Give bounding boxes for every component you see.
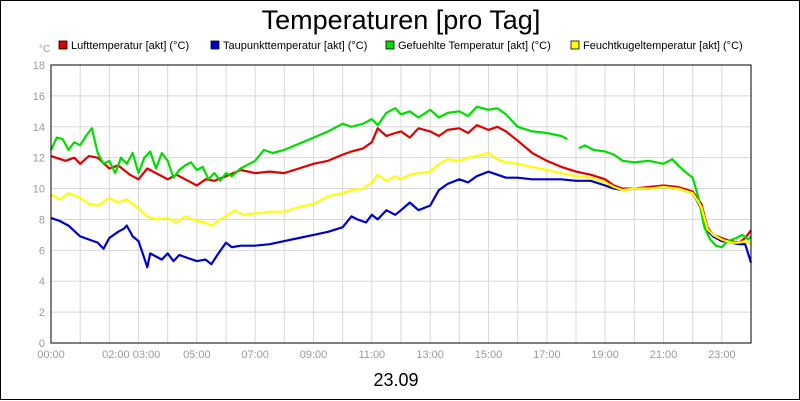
y-tick-label: 2 (39, 307, 45, 319)
x-tick-label: 19:00 (591, 349, 619, 361)
legend-label: Feuchtkugeltemperatur [akt] (°C) (583, 40, 743, 52)
legend-label: Lufttemperatur [akt] (°C) (71, 40, 189, 52)
legend-swatch (210, 40, 220, 50)
series-line (50, 124, 752, 244)
y-tick-label: 8 (39, 214, 45, 226)
y-tick-label: 16 (33, 91, 45, 103)
legend-label: Gefuehlte Temperatur [akt] (°C) (398, 40, 551, 52)
y-tick-label: 10 (33, 184, 45, 196)
series-line (50, 151, 752, 246)
chart-title: Temperaturen [pro Tag] (262, 5, 541, 35)
x-tick-label: 15:00 (475, 349, 503, 361)
y-axis-ticks: 0 2 4 6 8 10 12 14 16 18 (33, 60, 45, 350)
legend-swatch (58, 40, 68, 50)
x-tick-label: 17:00 (533, 349, 561, 361)
x-tick-label: 23:00 (708, 349, 736, 361)
y-tick-label: 6 (39, 245, 45, 257)
y-tick-label: 18 (33, 60, 45, 72)
x-tick-label: 02:00 03:00 (102, 349, 160, 361)
x-tick-label: 05:00 (183, 349, 211, 361)
date-label: 23.09 (373, 370, 418, 390)
grid (51, 64, 751, 344)
x-tick-label: 00:00 (37, 349, 65, 361)
series-line (50, 105, 752, 249)
legend-swatch (570, 40, 580, 50)
y-tick-label: 14 (33, 122, 45, 134)
x-tick-label: 09:00 (300, 349, 328, 361)
x-tick-label: 11:00 (358, 349, 385, 361)
x-tick-label: 21:00 (650, 349, 678, 361)
x-tick-label: 13:00 (416, 349, 444, 361)
legend-swatch (385, 40, 395, 50)
legend-label: Taupunkttemperatur [akt] (°C) (223, 40, 367, 52)
x-axis-ticks: 00:00 02:00 03:00 05:00 07:00 09:00 11:00 13:0… (37, 349, 735, 361)
series-lines (50, 105, 753, 269)
y-tick-label: 0 (39, 338, 45, 350)
y-tick-label: 4 (39, 276, 45, 288)
y-tick-label: 12 (33, 153, 45, 165)
plot-area-border (50, 64, 752, 344)
x-tick-label: 07:00 (241, 349, 269, 361)
y-unit-label: °C (39, 44, 50, 55)
legend: Lufttemperatur [akt] (°C) Taupunkttempera… (58, 40, 743, 52)
